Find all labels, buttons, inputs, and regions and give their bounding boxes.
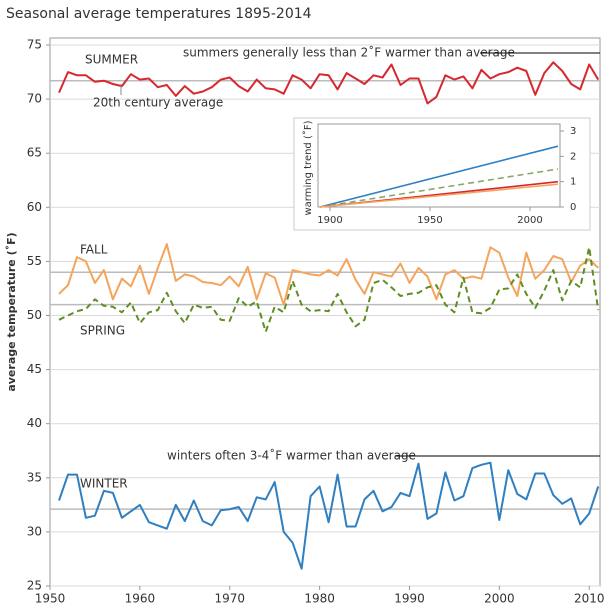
y-tick-label: 0: [570, 202, 576, 213]
series-line: [319, 145, 559, 208]
y-tick-label: 75: [27, 38, 42, 52]
average-label: 20th century average: [93, 96, 223, 110]
series-label: FALL: [80, 243, 108, 257]
chart-title: Seasonal average temperatures 1895-2014: [6, 6, 312, 22]
series-line: [58, 61, 600, 105]
y-tick-label: 35: [27, 470, 42, 484]
x-tick-label: 2000: [517, 215, 542, 226]
y-tick-label: 45: [27, 362, 42, 376]
series-line: [58, 243, 599, 306]
annotation: winters often 3-4˚F warmer than average: [167, 448, 416, 463]
y-tick-label: 50: [27, 308, 42, 322]
y-tick-label: 55: [27, 254, 42, 268]
x-tick-label: 1950: [35, 592, 66, 606]
x-tick-label: 1950: [417, 215, 442, 226]
series-label: WINTER: [80, 477, 128, 491]
y-tick-label: 3: [570, 126, 576, 137]
y-axis-label: average temperature (˚F): [5, 232, 18, 391]
x-tick-label: 1980: [304, 592, 335, 606]
series-label: SUMMER: [85, 53, 138, 67]
x-tick-label: 1900: [317, 215, 342, 226]
annotation: summers generally less than 2˚F warmer t…: [183, 45, 515, 60]
x-tick-label: 2000: [484, 592, 515, 606]
x-tick-label: 1960: [125, 592, 156, 606]
y-tick-label: 40: [27, 416, 42, 430]
y-tick-label: 25: [27, 579, 42, 593]
y-tick-label: 30: [27, 524, 42, 538]
x-tick-label: 1990: [394, 592, 425, 606]
plot-frame: [317, 123, 561, 208]
x-tick-label: 2010: [574, 592, 605, 606]
y-tick-label: 65: [27, 146, 42, 160]
y-tick-label: 2: [570, 151, 576, 162]
series-line: [58, 461, 600, 570]
x-tick-label: 1970: [214, 592, 245, 606]
y-tick-label: 1: [570, 177, 576, 188]
y-tick-label: 60: [27, 200, 42, 214]
series-line: [319, 183, 559, 208]
inset-y-axis-label: warming trend (˚F): [302, 120, 314, 215]
y-tick-label: 70: [27, 92, 42, 106]
series-line: [319, 168, 559, 208]
series-line: [58, 246, 600, 333]
series-label: SPRING: [80, 324, 125, 338]
